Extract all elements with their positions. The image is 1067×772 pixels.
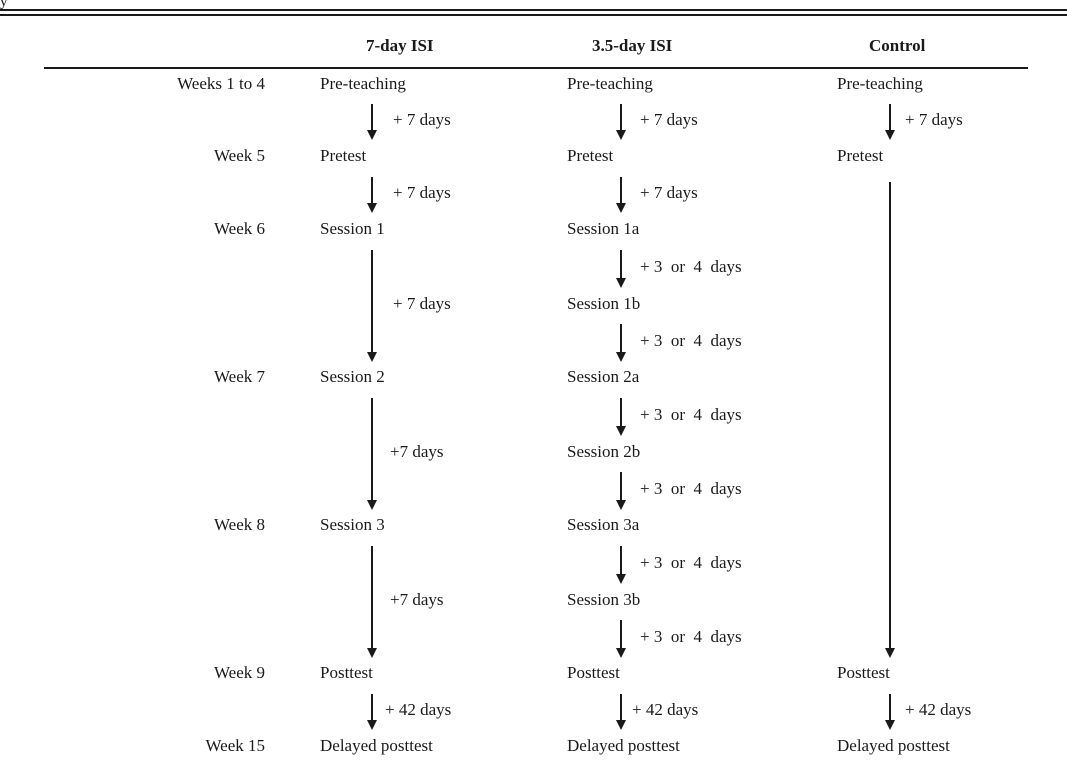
down-arrow-icon (885, 104, 895, 140)
cell-3-5-day: Session 2a (567, 367, 640, 386)
interval-label-7-day: +7 days (390, 442, 444, 461)
interval-label-3-5-day: + 7 days (640, 110, 698, 129)
down-arrow-icon (616, 250, 626, 288)
cell-3-5-day: Delayed posttest (567, 736, 680, 755)
down-arrow-icon (367, 694, 377, 730)
cell-3-5-day: Session 3b (567, 590, 641, 609)
interval-label-control: + 42 days (905, 700, 972, 719)
week-label: Week 6 (213, 219, 265, 238)
cell-control: Posttest (837, 663, 890, 682)
interval-label-3-5-day: + 3 or 4 days (640, 257, 742, 276)
cell-7-day: Pretest (320, 146, 367, 165)
top-double-rule-lower (0, 14, 1067, 16)
cell-3-5-day: Session 2b (567, 442, 641, 461)
down-arrow-icon (616, 620, 626, 658)
week-label: Week 7 (213, 367, 265, 386)
interval-label-7-day: + 7 days (393, 294, 451, 313)
header-7-day-isi: 7-day ISI (366, 36, 434, 55)
interval-label-7-day: + 42 days (385, 700, 452, 719)
down-arrow-icon (367, 250, 377, 362)
interval-label-control: + 7 days (905, 110, 963, 129)
down-arrow-icon (367, 398, 377, 510)
week-label: Weeks 1 to 4 (177, 74, 265, 93)
interval-label-3-5-day: + 7 days (640, 183, 698, 202)
cell-7-day: Session 2 (320, 367, 385, 386)
cell-control: Delayed posttest (837, 736, 950, 755)
week-label: Week 9 (213, 663, 265, 682)
cell-7-day: Pre-teaching (320, 74, 406, 93)
header-control: Control (869, 36, 926, 55)
down-arrow-icon (616, 398, 626, 436)
down-arrow-icon (885, 182, 895, 658)
week-label: Week 8 (213, 515, 265, 534)
page-fragment-text: y (0, 0, 8, 10)
cell-7-day: Session 3 (320, 515, 385, 534)
down-arrow-icon (367, 177, 377, 213)
interval-label-3-5-day: + 42 days (632, 700, 699, 719)
cell-3-5-day: Session 1b (567, 294, 641, 313)
interval-label-3-5-day: + 3 or 4 days (640, 553, 742, 572)
down-arrow-icon (885, 694, 895, 730)
header-3-5-day-isi: 3.5-day ISI (592, 36, 673, 55)
interval-label-3-5-day: + 3 or 4 days (640, 479, 742, 498)
down-arrow-icon (367, 104, 377, 140)
week-label: Week 5 (213, 146, 265, 165)
cell-7-day: Posttest (320, 663, 373, 682)
cell-3-5-day: Session 3a (567, 515, 640, 534)
cell-3-5-day: Session 1a (567, 219, 640, 238)
cell-control: Pretest (837, 146, 884, 165)
down-arrow-icon (616, 694, 626, 730)
top-double-rule-upper (0, 9, 1067, 11)
interval-label-3-5-day: + 3 or 4 days (640, 627, 742, 646)
interval-label-7-day: +7 days (390, 590, 444, 609)
interval-label-3-5-day: + 3 or 4 days (640, 331, 742, 350)
down-arrow-icon (616, 324, 626, 362)
cell-3-5-day: Posttest (567, 663, 620, 682)
interval-label-7-day: + 7 days (393, 110, 451, 129)
cell-7-day: Session 1 (320, 219, 385, 238)
cell-3-5-day: Pretest (567, 146, 614, 165)
interval-label-3-5-day: + 3 or 4 days (640, 405, 742, 424)
down-arrow-icon (367, 546, 377, 658)
down-arrow-icon (616, 472, 626, 510)
week-label: Week 15 (205, 736, 265, 755)
down-arrow-icon (616, 546, 626, 584)
down-arrow-icon (616, 177, 626, 213)
down-arrow-icon (616, 104, 626, 140)
interval-label-7-day: + 7 days (393, 183, 451, 202)
cell-7-day: Delayed posttest (320, 736, 433, 755)
cell-control: Pre-teaching (837, 74, 923, 93)
cell-3-5-day: Pre-teaching (567, 74, 653, 93)
header-rule (44, 67, 1028, 69)
